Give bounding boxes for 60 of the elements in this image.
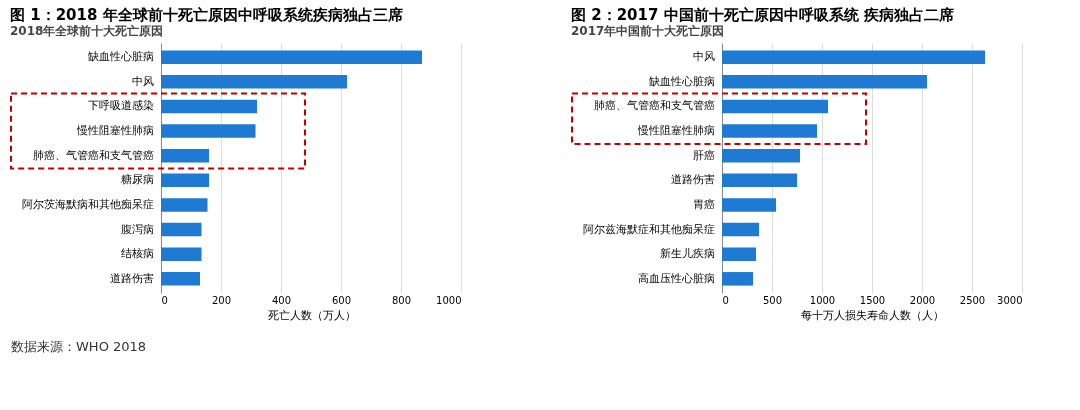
- x-tick-label: 0: [161, 294, 168, 306]
- bar: [722, 198, 776, 212]
- bar: [161, 198, 208, 212]
- x-tick-label: 1500: [859, 294, 886, 306]
- bar: [722, 222, 759, 237]
- bar: [161, 124, 256, 138]
- bar: [722, 50, 985, 64]
- y-tick-label: 道路伤害: [670, 173, 715, 187]
- y-tick-label: 阿尔茨海默病和其他痴呆症: [21, 197, 154, 211]
- y-tick-label: 中风: [692, 50, 715, 64]
- bar: [722, 173, 797, 188]
- x-tick-label: 2000: [909, 294, 936, 306]
- bar: [161, 272, 200, 286]
- bar: [722, 247, 756, 261]
- y-tick-label: 腹泻病: [120, 222, 154, 236]
- source-note: 数据来源：WHO 2018: [11, 339, 147, 354]
- x-axis-title: 死亡人数（万人）: [267, 308, 356, 322]
- chart-title: 图 2：2017 中国前十死亡原因中呼吸系统 疾病独占二席: [571, 6, 954, 24]
- bar: [161, 173, 209, 188]
- bar: [161, 222, 202, 237]
- x-tick-label: 600: [331, 294, 352, 306]
- bar: [161, 99, 257, 114]
- y-tick-label: 下呼吸道感染: [87, 99, 154, 113]
- y-tick-label: 慢性阻塞性肺病: [75, 124, 154, 138]
- chart-title: 图 1：2018 年全球前十死亡原因中呼吸系统疾病独占三席: [10, 6, 403, 24]
- y-tick-label: 胃癌: [692, 197, 715, 211]
- y-tick-label: 肺癌、气管癌和支气管癌: [593, 99, 715, 113]
- chart-subtitle: 2017年中国前十大死亡原因: [571, 24, 725, 38]
- bar: [161, 247, 202, 261]
- y-tick-label: 阿尔兹海默症和其他痴呆症: [582, 222, 715, 236]
- bar: [722, 99, 828, 114]
- bar: [722, 148, 800, 163]
- chart-subtitle: 2018年全球前十大死亡原因: [10, 24, 164, 38]
- y-tick-label: 高血压性心脏病: [637, 271, 715, 285]
- bar: [722, 124, 817, 138]
- y-tick-label: 新生儿疾病: [659, 247, 715, 261]
- y-tick-label: 中风: [131, 74, 154, 88]
- bar: [161, 148, 209, 163]
- x-tick-label: 3000: [997, 294, 1023, 306]
- x-tick-label: 2500: [959, 294, 986, 306]
- bar: [161, 50, 422, 64]
- y-tick-label: 道路伤害: [109, 271, 154, 285]
- x-tick-label: 1000: [809, 294, 836, 306]
- bar: [161, 75, 347, 89]
- x-tick-label: 1000: [436, 294, 462, 306]
- x-tick-label: 500: [762, 294, 783, 306]
- x-axis-title: 每十万人损失寿命人数（人）: [801, 308, 944, 322]
- bar: [722, 272, 753, 286]
- y-tick-label: 缺血性心脏病: [648, 74, 715, 88]
- x-tick-label: 200: [211, 294, 232, 306]
- y-tick-label: 肺癌、气管癌和支气管癌: [32, 148, 154, 162]
- bar: [722, 75, 927, 89]
- y-tick-label: 结核病: [120, 247, 154, 261]
- x-tick-label: 400: [271, 294, 292, 306]
- y-tick-label: 糖尿病: [120, 173, 154, 187]
- x-tick-label: 800: [391, 294, 412, 306]
- y-tick-label: 肝癌: [692, 148, 715, 162]
- x-tick-label: 0: [722, 294, 729, 306]
- y-tick-label: 慢性阻塞性肺病: [636, 124, 715, 138]
- y-tick-label: 缺血性心脏病: [87, 50, 154, 64]
